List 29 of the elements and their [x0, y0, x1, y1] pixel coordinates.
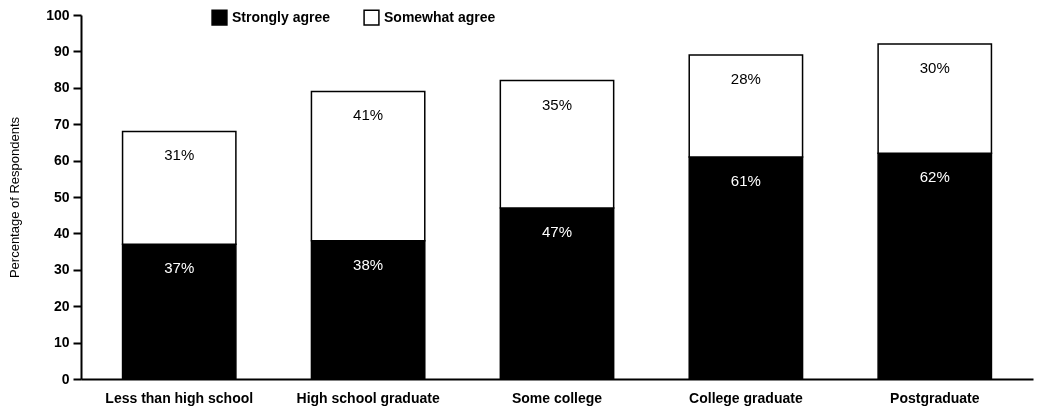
y-axis-title: Percentage of Respondents — [7, 116, 23, 279]
y-tick-label: 10 — [53, 334, 70, 351]
y-tick-label: 50 — [53, 188, 70, 205]
x-tick-label: Some college — [511, 389, 603, 406]
y-tick-label: 30 — [53, 261, 70, 278]
legend-label: Strongly agree — [232, 8, 331, 25]
data-label: 31% — [164, 146, 195, 164]
x-tick-label: High school graduate — [296, 389, 440, 406]
data-label: 30% — [919, 59, 950, 77]
data-label: 37% — [164, 259, 195, 277]
y-tick-label: 60 — [53, 152, 70, 169]
data-label: 41% — [353, 106, 384, 124]
data-label: 61% — [730, 171, 761, 189]
x-tick-label: College graduate — [689, 389, 803, 406]
y-tick-label: 90 — [53, 42, 70, 59]
data-label: 28% — [730, 70, 761, 88]
data-label: 62% — [919, 168, 950, 186]
data-label: 47% — [541, 222, 573, 240]
y-tick-label: 100 — [46, 6, 70, 23]
data-label: 38% — [353, 255, 384, 273]
y-tick-label: 0 — [61, 370, 70, 387]
x-tick-label: Postgraduate — [890, 389, 980, 406]
y-tick-label: 40 — [53, 224, 70, 241]
y-tick-label: 80 — [53, 79, 70, 96]
y-tick-label: 20 — [53, 297, 70, 314]
legend-label: Somewhat agree — [384, 8, 496, 25]
x-tick-label: Less than high school — [105, 389, 254, 406]
y-tick-label: 70 — [53, 115, 70, 132]
data-label: 35% — [541, 95, 573, 113]
